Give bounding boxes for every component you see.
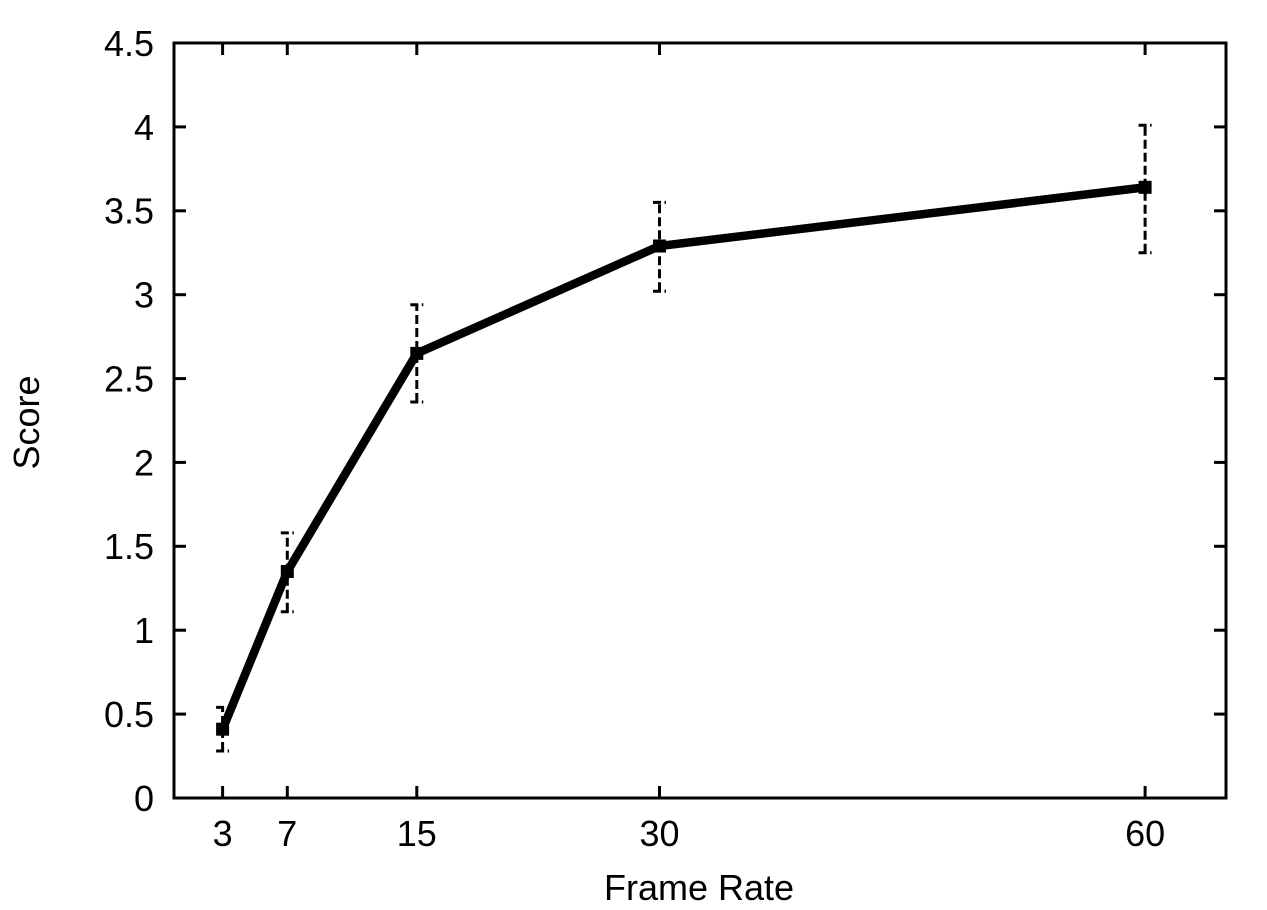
svg-text:1.5: 1.5	[104, 526, 154, 567]
svg-text:Score: Score	[6, 375, 47, 469]
svg-text:1: 1	[134, 610, 154, 651]
svg-text:0.5: 0.5	[104, 694, 154, 735]
svg-text:3: 3	[134, 275, 154, 316]
svg-text:3: 3	[213, 813, 233, 854]
svg-text:3.5: 3.5	[104, 191, 154, 232]
svg-text:2.5: 2.5	[104, 359, 154, 400]
svg-text:Frame Rate: Frame Rate	[604, 867, 794, 908]
svg-text:2: 2	[134, 442, 154, 483]
svg-text:7: 7	[277, 813, 297, 854]
svg-text:30: 30	[639, 813, 679, 854]
svg-text:60: 60	[1125, 813, 1165, 854]
svg-text:0: 0	[134, 778, 154, 819]
svg-text:4: 4	[134, 107, 154, 148]
svg-text:15: 15	[397, 813, 437, 854]
svg-text:4.5: 4.5	[104, 23, 154, 64]
